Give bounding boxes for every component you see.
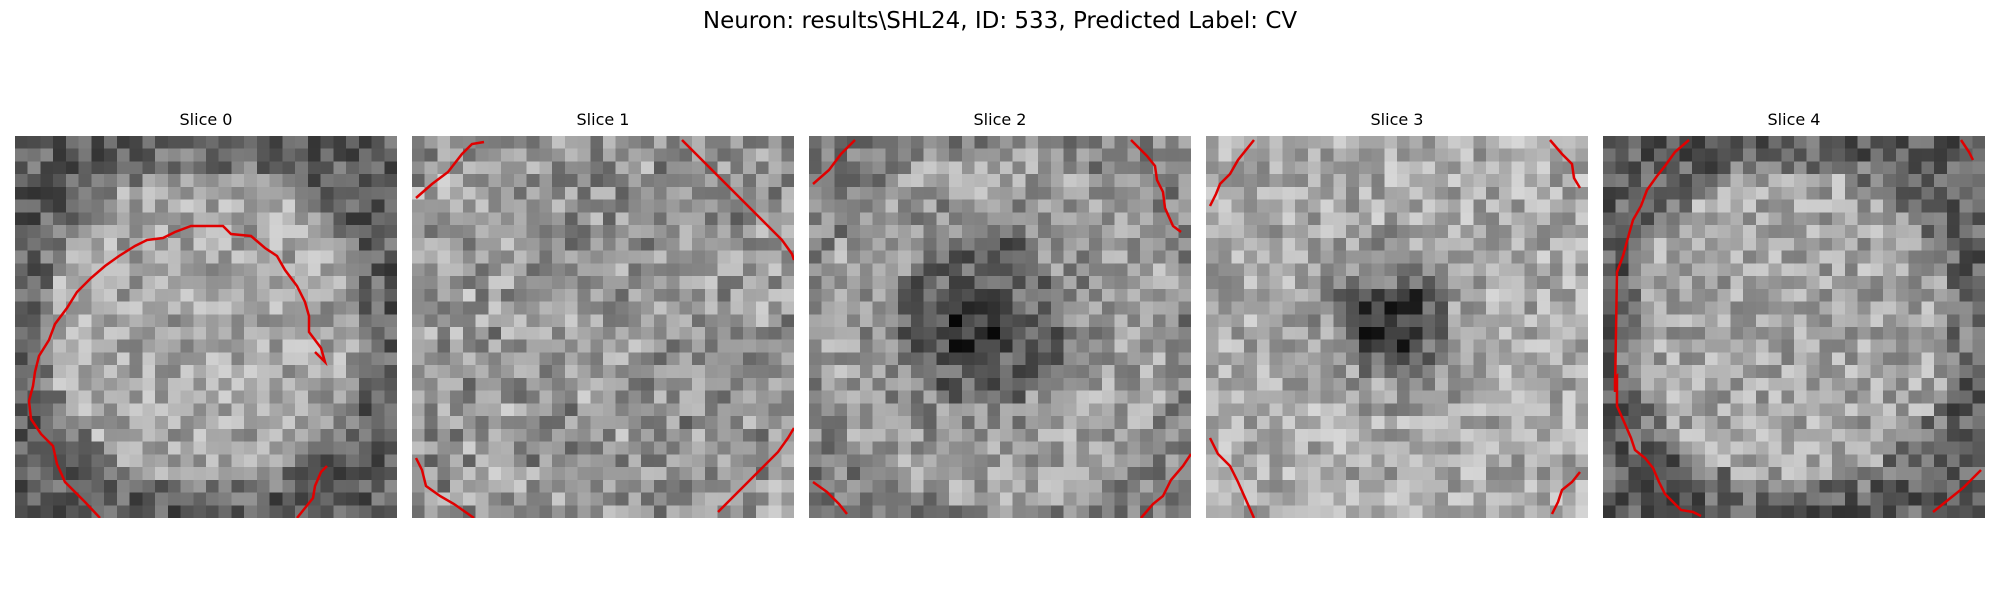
slice-panel-2: Slice 2 [809, 106, 1191, 518]
contour-line [1130, 139, 1182, 233]
slice-panel-4: Slice 4 [1603, 106, 1985, 518]
contour-line [1208, 437, 1256, 518]
slice-panel-1: Slice 1 [412, 106, 794, 518]
figure-title: Neuron: results\SHL24, ID: 533, Predicte… [702, 8, 1298, 34]
contour-line [717, 427, 794, 513]
grayscale-image [1206, 136, 1588, 518]
contour-overlay [1613, 139, 1982, 518]
contour-line [414, 457, 475, 518]
slice-image [412, 136, 794, 518]
slice-image [1206, 136, 1588, 518]
slice-panel-0: Slice 0 [15, 106, 397, 518]
grayscale-image [1603, 136, 1985, 518]
slice-image [809, 136, 1191, 518]
contour-line [415, 140, 485, 199]
contour-line [27, 224, 328, 518]
slice-image [15, 136, 397, 518]
contour-overlay [414, 139, 794, 518]
slice-panel-3: Slice 3 [1206, 106, 1588, 518]
grayscale-image [15, 136, 397, 518]
contour-line [812, 139, 856, 185]
slice-title: Slice 0 [179, 110, 233, 129]
contour-line [1208, 139, 1255, 207]
contour-line [1550, 471, 1581, 515]
slice-image [1603, 136, 1985, 518]
slice-title: Slice 2 [973, 110, 1027, 129]
grayscale-image [809, 136, 1191, 518]
contour-line [1613, 139, 1702, 518]
grayscale-image [412, 136, 794, 518]
contour-line [1549, 139, 1582, 189]
slice-title: Slice 3 [1370, 110, 1424, 129]
contour-line [1932, 469, 1982, 513]
contour-line [1140, 453, 1191, 518]
contour-overlay [1208, 139, 1582, 518]
contour-overlay [27, 224, 328, 518]
contour-overlay [812, 139, 1191, 518]
slice-title: Slice 4 [1767, 110, 1821, 129]
contour-line [1959, 139, 1975, 161]
contour-line [681, 139, 794, 261]
slice-title: Slice 1 [576, 110, 630, 129]
contour-line [812, 480, 848, 515]
contour-line [296, 465, 328, 518]
